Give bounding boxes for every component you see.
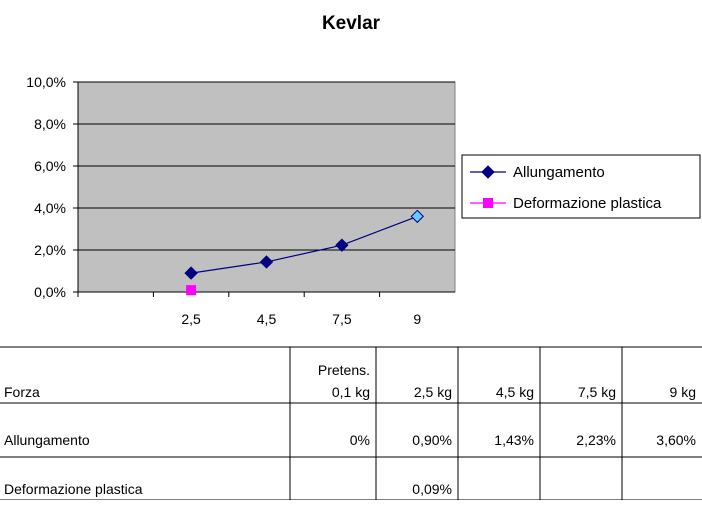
legend-marker xyxy=(481,165,495,179)
y-tick-label: 2,0% xyxy=(34,242,66,258)
table-cell: Allungamento xyxy=(4,432,90,448)
legend-box xyxy=(461,154,701,219)
table-cell: 9 kg xyxy=(670,384,696,400)
table-cell: Pretens. xyxy=(318,362,370,378)
legend-marker xyxy=(483,198,493,208)
table-cell: 2,5 kg xyxy=(414,384,452,400)
data-point xyxy=(259,255,274,269)
series-line xyxy=(191,215,418,274)
x-tick-label: 4,5 xyxy=(257,311,277,327)
x-tick-label: 9 xyxy=(413,311,421,327)
x-tick-label: 2,5 xyxy=(181,311,201,327)
x-tick-label: 7,5 xyxy=(332,311,352,327)
y-tick-label: 0,0% xyxy=(34,284,66,300)
table-cell: 0% xyxy=(350,432,370,448)
table-cell: Deformazione plastica xyxy=(4,481,143,497)
table-cell: 2,23% xyxy=(576,432,616,448)
table-cell: 3,60% xyxy=(656,432,696,448)
table-cell: 0,90% xyxy=(412,432,452,448)
y-tick-label: 10,0% xyxy=(26,74,66,90)
data-point xyxy=(186,285,197,296)
y-tick-label: 6,0% xyxy=(34,158,66,174)
table-cell: Forza xyxy=(4,384,40,400)
chart-title: Kevlar xyxy=(322,13,381,34)
table-cell: 7,5 kg xyxy=(578,384,616,400)
data-point xyxy=(410,209,425,224)
data-point xyxy=(184,266,198,280)
table-cell: 0,1 kg xyxy=(332,384,370,400)
table-cell: 1,43% xyxy=(494,432,534,448)
table-cell: 0,09% xyxy=(412,481,452,497)
legend-label: Allungamento xyxy=(513,164,605,181)
legend-label: Deformazione plastica xyxy=(513,195,662,212)
table-cell: 4,5 kg xyxy=(496,384,534,400)
data-point xyxy=(335,238,349,252)
y-tick-label: 4,0% xyxy=(34,200,66,216)
y-tick-label: 8,0% xyxy=(34,116,66,132)
